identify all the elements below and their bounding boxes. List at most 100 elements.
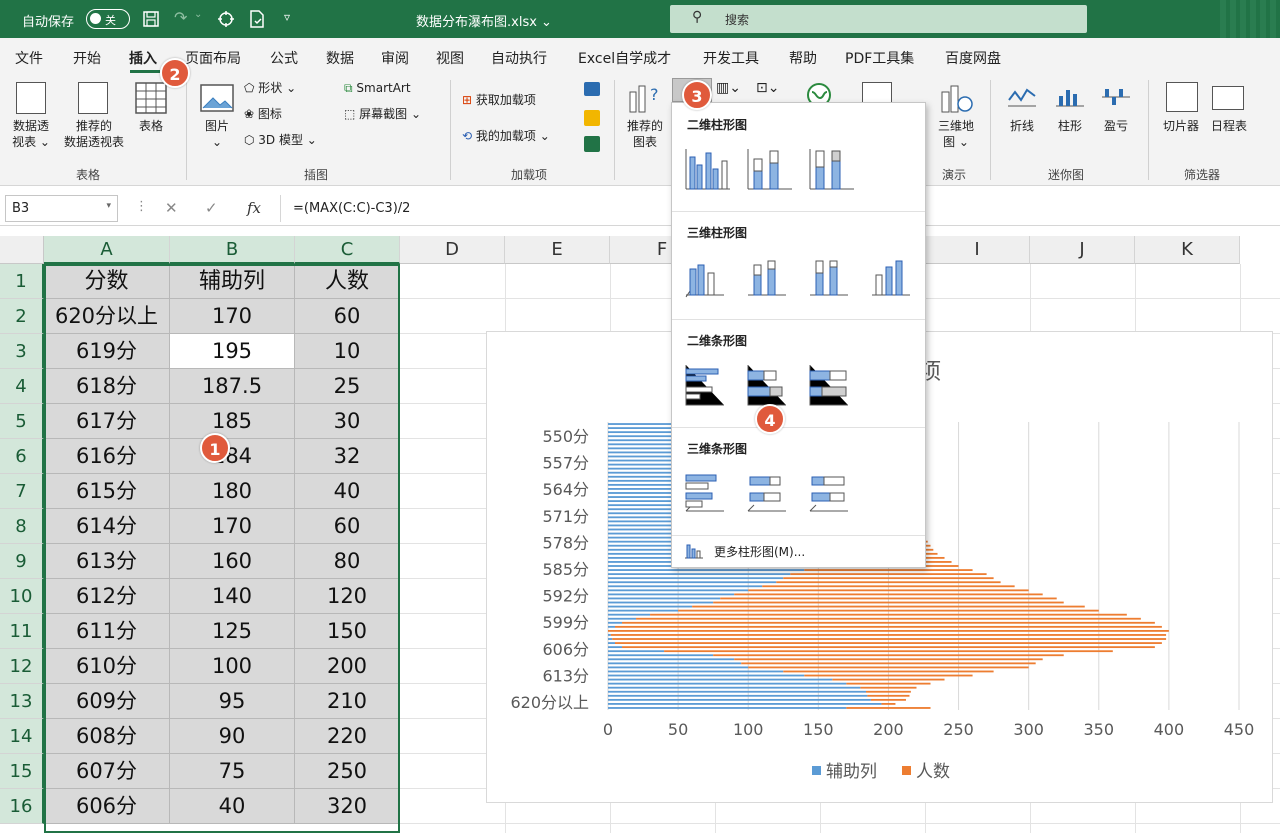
cell-C11[interactable]: 150 xyxy=(295,614,400,649)
picture-button[interactable]: 图片 ⌄ xyxy=(204,119,229,149)
insert-function-icon[interactable]: fx xyxy=(247,199,262,217)
cell-A1[interactable]: 分数 xyxy=(44,264,170,299)
cell-B16[interactable]: 40 xyxy=(170,789,295,824)
cell-B6[interactable]: 184 xyxy=(170,439,295,474)
tab-view[interactable]: 视图 xyxy=(436,51,464,67)
cell-C7[interactable]: 40 xyxy=(295,474,400,509)
my-addins-button[interactable]: ⟲ 我的加载项 ⌄ xyxy=(462,129,550,143)
3d-model-button[interactable]: ⬡ 3D 模型 ⌄ xyxy=(244,133,317,147)
recommended-charts-button[interactable]: 推荐的 图表 xyxy=(626,119,663,149)
cell-A15[interactable]: 607分 xyxy=(44,754,170,789)
enter-icon[interactable]: ✓ xyxy=(205,199,218,217)
cell-C9[interactable]: 80 xyxy=(295,544,400,579)
bing-map-icon[interactable] xyxy=(584,82,600,96)
screenshot-button[interactable]: ⬚ 屏幕截图 ⌄ xyxy=(344,107,422,121)
cell-C6[interactable]: 32 xyxy=(295,439,400,474)
cell-C10[interactable]: 120 xyxy=(295,579,400,614)
stacked-column-icon[interactable] xyxy=(746,147,794,191)
timeline-icon[interactable] xyxy=(1212,86,1244,110)
cell-A8[interactable]: 614分 xyxy=(44,509,170,544)
pivot-table-button[interactable]: 数据透 视表 ⌄ xyxy=(12,119,50,149)
column-header-A[interactable]: A xyxy=(44,236,170,264)
hierarchy-chart-icon[interactable]: ▥⌄ xyxy=(716,80,741,96)
stacked-bar-icon[interactable] xyxy=(746,363,788,407)
100-stacked-bar-icon[interactable] xyxy=(808,363,850,407)
row-header-8[interactable]: 8 xyxy=(0,509,44,544)
cell-A3[interactable]: 619分 xyxy=(44,334,170,369)
row-header-14[interactable]: 14 xyxy=(0,719,44,754)
cell-B3[interactable]: 195 xyxy=(170,334,295,369)
cell-A7[interactable]: 615分 xyxy=(44,474,170,509)
chevron-down-icon[interactable]: ⌄ xyxy=(194,9,203,20)
column-header-I[interactable]: I xyxy=(925,236,1030,264)
3d-map-button[interactable]: 三维地 图 ⌄ xyxy=(937,119,974,149)
tab-developer[interactable]: 开发工具 xyxy=(703,51,759,67)
row-header-13[interactable]: 13 xyxy=(0,684,44,719)
waterfall-chart-icon[interactable]: ⊡⌄ xyxy=(756,80,780,96)
maps-icon[interactable] xyxy=(806,82,832,108)
customize-icon[interactable] xyxy=(216,9,236,29)
save-icon[interactable] xyxy=(142,10,160,28)
row-header-3[interactable]: 3 xyxy=(0,334,44,369)
row-header-12[interactable]: 12 xyxy=(0,649,44,684)
row-header-7[interactable]: 7 xyxy=(0,474,44,509)
row-header-6[interactable]: 6 xyxy=(0,439,44,474)
tab-excel-self-study[interactable]: Excel自学成才 xyxy=(578,51,672,67)
cell-C5[interactable]: 30 xyxy=(295,404,400,439)
cell-C4[interactable]: 25 xyxy=(295,369,400,404)
cell-C1[interactable]: 人数 xyxy=(295,264,400,299)
3d-column-icon[interactable] xyxy=(870,255,912,299)
column-header-B[interactable]: B xyxy=(170,236,295,264)
file-name[interactable]: 数据分布瀑布图.xlsx ⌄ xyxy=(416,15,552,30)
select-all-corner[interactable] xyxy=(0,236,44,264)
picture-icon[interactable] xyxy=(200,84,234,112)
cell-B8[interactable]: 170 xyxy=(170,509,295,544)
cell-A12[interactable]: 610分 xyxy=(44,649,170,684)
cell-B12[interactable]: 100 xyxy=(170,649,295,684)
cell-C16[interactable]: 320 xyxy=(295,789,400,824)
sparkline-column-button[interactable]: 柱形 xyxy=(1057,119,1082,133)
quick-access-more-icon[interactable]: ▿ xyxy=(284,10,291,24)
tab-insert[interactable]: 插入 xyxy=(129,51,157,67)
cell-B7[interactable]: 180 xyxy=(170,474,295,509)
row-header-16[interactable]: 16 xyxy=(0,789,44,824)
tab-file[interactable]: 文件 xyxy=(15,51,43,67)
recommended-pivot-button[interactable]: 推荐的 数据透视表 xyxy=(63,119,124,149)
3d-clustered-bar-icon[interactable] xyxy=(684,469,726,513)
cell-A10[interactable]: 612分 xyxy=(44,579,170,614)
cell-A4[interactable]: 618分 xyxy=(44,369,170,404)
autosave-toggle[interactable]: 关 xyxy=(86,9,130,29)
cell-B2[interactable]: 170 xyxy=(170,299,295,334)
shapes-button[interactable]: ⬠ 形状 ⌄ xyxy=(244,81,297,95)
cell-C15[interactable]: 250 xyxy=(295,754,400,789)
cell-B1[interactable]: 辅助列 xyxy=(170,264,295,299)
slicer-button[interactable]: 切片器 xyxy=(1162,119,1199,133)
100-stacked-column-icon[interactable] xyxy=(808,147,856,191)
cell-B11[interactable]: 125 xyxy=(170,614,295,649)
cell-C12[interactable]: 200 xyxy=(295,649,400,684)
cell-C14[interactable]: 220 xyxy=(295,719,400,754)
row-header-11[interactable]: 11 xyxy=(0,614,44,649)
sparkline-line-icon[interactable] xyxy=(1006,84,1038,110)
recommended-charts-icon[interactable]: ? xyxy=(626,82,662,114)
cell-C2[interactable]: 60 xyxy=(295,299,400,334)
row-header-15[interactable]: 15 xyxy=(0,754,44,789)
3d-map-icon[interactable] xyxy=(940,82,974,114)
cell-C13[interactable]: 210 xyxy=(295,684,400,719)
cell-C8[interactable]: 60 xyxy=(295,509,400,544)
tab-automate[interactable]: 自动执行 xyxy=(491,51,547,67)
smartart-button[interactable]: ⧉ SmartArt xyxy=(344,81,411,95)
slicer-icon[interactable] xyxy=(1166,82,1198,112)
cell-A14[interactable]: 608分 xyxy=(44,719,170,754)
cell-A16[interactable]: 606分 xyxy=(44,789,170,824)
cancel-icon[interactable]: ✕ xyxy=(165,199,178,217)
cell-B15[interactable]: 75 xyxy=(170,754,295,789)
column-header-C[interactable]: C xyxy=(295,236,400,264)
cell-A2[interactable]: 620分以上 xyxy=(44,299,170,334)
3d-100-stacked-column-icon[interactable] xyxy=(808,255,850,299)
formula-input[interactable]: =(MAX(C:C)-C3)/2 xyxy=(293,201,411,216)
tab-page-layout[interactable]: 页面布局 xyxy=(185,51,241,67)
row-header-1[interactable]: 1 xyxy=(0,264,44,299)
sparkline-line-button[interactable]: 折线 xyxy=(1009,119,1034,133)
row-header-9[interactable]: 9 xyxy=(0,544,44,579)
